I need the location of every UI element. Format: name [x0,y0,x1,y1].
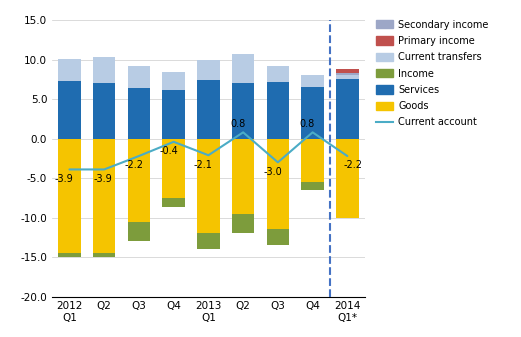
Bar [267,82,289,139]
Text: 0.8: 0.8 [300,119,315,129]
Text: -3.0: -3.0 [263,167,282,177]
Bar [336,69,358,73]
Bar [93,139,116,253]
Bar [58,59,81,81]
Bar [267,229,289,245]
Bar [163,72,185,90]
Bar [232,214,254,234]
Legend: Secondary income, Primary income, Current transfers, Income, Services, Goods, Cu: Secondary income, Primary income, Curren… [376,20,489,127]
Text: -2.2: -2.2 [343,160,362,171]
Bar [163,139,185,198]
Bar [336,139,358,218]
Bar [336,73,358,75]
Text: -2.2: -2.2 [124,160,143,171]
Bar [128,139,150,221]
Bar [267,66,289,82]
Bar [197,80,220,139]
Bar [163,90,185,139]
Text: -3.9: -3.9 [93,174,112,184]
Bar [58,81,81,139]
Bar [128,66,150,88]
Bar [163,198,185,207]
Bar [197,60,220,80]
Bar [301,182,324,190]
Bar [232,139,254,214]
Bar [232,54,254,83]
Text: 0.8: 0.8 [230,119,245,129]
Bar [58,139,81,253]
Bar [301,87,324,139]
Bar [267,139,289,229]
Bar [93,253,116,257]
Bar [301,139,324,182]
Bar [128,221,150,241]
Text: -0.4: -0.4 [159,146,178,156]
Bar [128,88,150,139]
Text: -3.9: -3.9 [55,174,73,184]
Bar [301,75,324,87]
Bar [336,80,358,139]
Bar [197,234,220,249]
Bar [93,57,116,83]
Text: -2.1: -2.1 [194,160,213,170]
Bar [58,253,81,257]
Bar [93,83,116,139]
Bar [197,139,220,234]
Bar [336,75,358,80]
Bar [232,83,254,139]
